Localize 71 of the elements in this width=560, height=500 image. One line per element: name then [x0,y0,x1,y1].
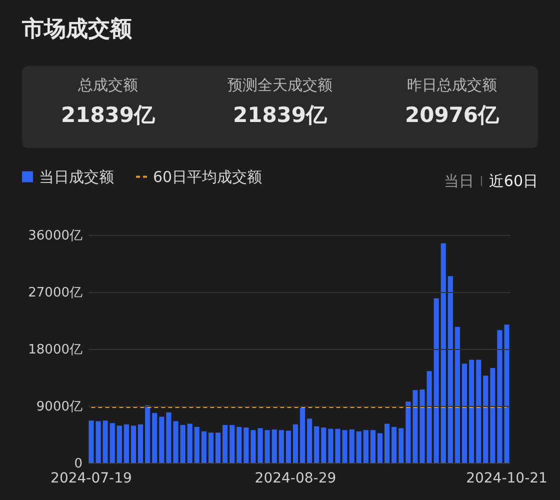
y-tick-label: 9000亿 [36,400,82,414]
text: 20976亿 [404,102,500,129]
bar [420,390,425,463]
bar [222,425,228,463]
y-tick-label: 27000亿 [28,286,82,300]
bar [363,430,368,463]
bar [469,360,474,463]
text: 21839亿 [60,102,156,129]
bar [272,429,277,463]
bar [116,426,122,463]
bar [392,426,397,463]
bar [244,428,249,463]
text: 昨日总成交额 [406,76,498,95]
bar [356,431,362,463]
bar [300,408,306,463]
bar [406,402,411,463]
bar [434,298,439,463]
bar [102,420,108,463]
bar [490,368,496,463]
bar [173,421,178,463]
text: 近60日 [488,172,538,190]
bar [349,429,354,463]
bar [138,424,144,463]
bar [166,412,172,463]
bar [292,424,298,463]
bar [130,426,136,463]
bar [328,428,334,463]
bar [152,412,158,463]
legend-label: 当日成交额 [39,168,114,186]
bar [314,426,320,463]
bar [201,431,206,463]
bar [194,426,200,463]
bar [187,424,192,463]
bar [307,418,312,463]
bar [426,371,432,463]
bar [110,423,115,463]
bar [384,424,390,463]
bar [448,276,453,463]
bar [180,425,186,463]
bar [454,326,460,463]
bar [236,426,242,463]
bar [215,432,221,463]
legend-label: 60日平均成交额 [153,168,262,186]
text: 总成交额 [77,76,139,95]
bar [159,416,164,463]
bar [230,425,235,463]
text: 当日 [444,172,474,190]
bar [208,432,214,463]
x-tick-label: 2024-07-19 [50,470,132,486]
y-tick-label: 36000亿 [28,228,82,244]
y-tick-label: 0 [74,456,82,472]
bar [370,430,376,463]
bar [278,430,284,463]
bar [286,430,291,463]
bar [321,428,326,463]
bar [145,405,150,463]
bar [462,364,468,463]
x-tick-label: 2024-08-29 [254,470,336,486]
bar [440,243,446,463]
y-tick-label: 18000亿 [28,342,82,358]
bar [398,428,404,463]
bar [476,360,482,463]
text: 21839亿 [232,102,328,129]
text: 预测全天成交额 [226,76,334,95]
bar [377,433,383,463]
x-tick-label: 2024-10-21 [466,470,548,486]
chart-title: 市场成交额 [22,16,132,44]
bar [483,376,488,463]
bar [412,390,418,463]
bar [264,430,270,463]
bar [124,424,129,463]
